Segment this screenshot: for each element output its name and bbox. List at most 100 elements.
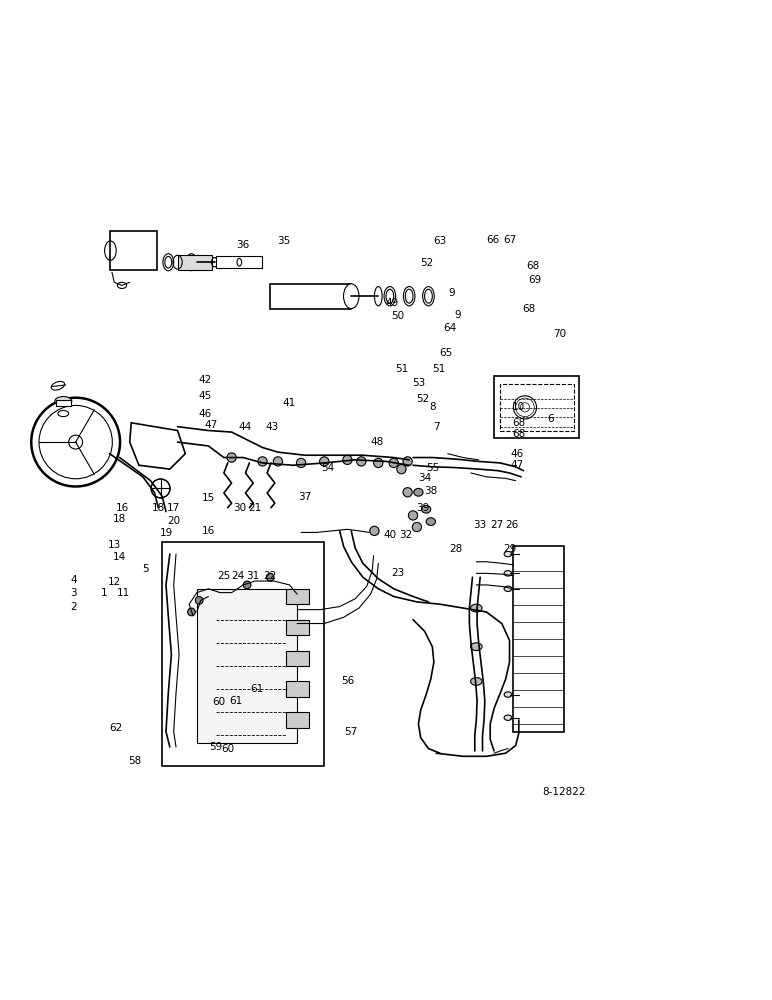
Text: 34: 34 xyxy=(418,473,432,483)
Text: 50: 50 xyxy=(391,311,405,321)
Circle shape xyxy=(243,581,251,589)
Text: 35: 35 xyxy=(277,236,291,246)
Text: 64: 64 xyxy=(443,323,457,333)
Bar xyxy=(162,542,324,766)
Polygon shape xyxy=(130,423,185,469)
Text: 68: 68 xyxy=(512,418,526,428)
Circle shape xyxy=(412,522,422,532)
Text: 40: 40 xyxy=(383,530,397,540)
Text: 62: 62 xyxy=(109,723,123,733)
Text: 19: 19 xyxy=(159,528,173,538)
Bar xyxy=(286,589,309,604)
Circle shape xyxy=(343,455,352,464)
Text: 52: 52 xyxy=(416,394,430,404)
Circle shape xyxy=(258,457,267,466)
Ellipse shape xyxy=(426,518,435,525)
Circle shape xyxy=(403,457,412,466)
Ellipse shape xyxy=(31,398,120,486)
Bar xyxy=(513,546,564,732)
Text: 32: 32 xyxy=(398,530,412,540)
Text: 9: 9 xyxy=(449,288,455,298)
Text: 68: 68 xyxy=(522,304,536,314)
Text: 5: 5 xyxy=(142,564,148,574)
Text: 13: 13 xyxy=(107,540,121,550)
Ellipse shape xyxy=(504,586,512,591)
Circle shape xyxy=(397,464,406,474)
Text: 52: 52 xyxy=(420,258,434,268)
Ellipse shape xyxy=(470,678,482,685)
Ellipse shape xyxy=(69,435,83,449)
Text: 44: 44 xyxy=(239,422,252,432)
Ellipse shape xyxy=(151,479,170,498)
Ellipse shape xyxy=(504,551,512,557)
Text: 18: 18 xyxy=(113,514,127,524)
Text: 45: 45 xyxy=(198,391,212,401)
Text: 1: 1 xyxy=(101,588,107,598)
Text: 16: 16 xyxy=(201,526,215,536)
Text: 51: 51 xyxy=(394,364,408,374)
Text: 57: 57 xyxy=(344,727,358,737)
Text: 66: 66 xyxy=(486,235,499,245)
Text: 3: 3 xyxy=(70,588,76,598)
Text: 27: 27 xyxy=(489,520,503,530)
Bar xyxy=(494,376,579,438)
Text: 26: 26 xyxy=(505,520,519,530)
Text: 53: 53 xyxy=(412,378,426,388)
Text: 43: 43 xyxy=(266,422,279,432)
Text: 60: 60 xyxy=(212,697,225,707)
Ellipse shape xyxy=(163,254,174,271)
Ellipse shape xyxy=(422,505,431,513)
Ellipse shape xyxy=(504,692,512,697)
Text: 22: 22 xyxy=(263,571,277,581)
Bar xyxy=(56,400,71,406)
Text: 16: 16 xyxy=(115,503,129,513)
Text: 41: 41 xyxy=(283,398,296,408)
Text: 46: 46 xyxy=(198,409,212,419)
Bar xyxy=(500,384,574,431)
Circle shape xyxy=(296,458,306,468)
Text: 38: 38 xyxy=(424,486,438,496)
Circle shape xyxy=(188,608,195,616)
Ellipse shape xyxy=(344,284,359,309)
Ellipse shape xyxy=(186,254,197,271)
Text: 23: 23 xyxy=(391,568,405,578)
Ellipse shape xyxy=(403,287,415,306)
Text: 10: 10 xyxy=(512,402,526,412)
Ellipse shape xyxy=(504,715,512,720)
Circle shape xyxy=(374,458,383,468)
Text: 4: 4 xyxy=(70,575,76,585)
Text: 39: 39 xyxy=(416,503,430,513)
Text: 7: 7 xyxy=(433,422,439,432)
Bar xyxy=(178,255,212,270)
Text: 9: 9 xyxy=(455,310,461,320)
Text: 15: 15 xyxy=(201,493,215,503)
Circle shape xyxy=(195,596,203,604)
Bar xyxy=(110,231,157,270)
Text: 48: 48 xyxy=(370,437,384,447)
Bar xyxy=(216,256,262,268)
Text: 55: 55 xyxy=(425,463,439,473)
Text: 68: 68 xyxy=(526,261,540,271)
Bar xyxy=(197,589,297,743)
Text: 68: 68 xyxy=(512,429,526,439)
Text: 65: 65 xyxy=(438,348,452,358)
Ellipse shape xyxy=(470,643,482,651)
Circle shape xyxy=(408,511,418,520)
Text: 54: 54 xyxy=(321,463,335,473)
Text: 36: 36 xyxy=(236,240,250,250)
Text: 49: 49 xyxy=(385,298,399,308)
Text: 33: 33 xyxy=(473,520,487,530)
Ellipse shape xyxy=(384,287,395,306)
Circle shape xyxy=(266,573,274,581)
Text: 42: 42 xyxy=(198,375,212,385)
Text: 8: 8 xyxy=(429,402,435,412)
Text: 67: 67 xyxy=(503,235,516,245)
Text: 12: 12 xyxy=(107,577,121,587)
Text: 59: 59 xyxy=(209,742,223,752)
Circle shape xyxy=(273,457,283,466)
Bar xyxy=(270,284,351,309)
Text: 37: 37 xyxy=(298,492,312,502)
Circle shape xyxy=(357,457,366,466)
Text: 70: 70 xyxy=(553,329,567,339)
Circle shape xyxy=(403,488,412,497)
